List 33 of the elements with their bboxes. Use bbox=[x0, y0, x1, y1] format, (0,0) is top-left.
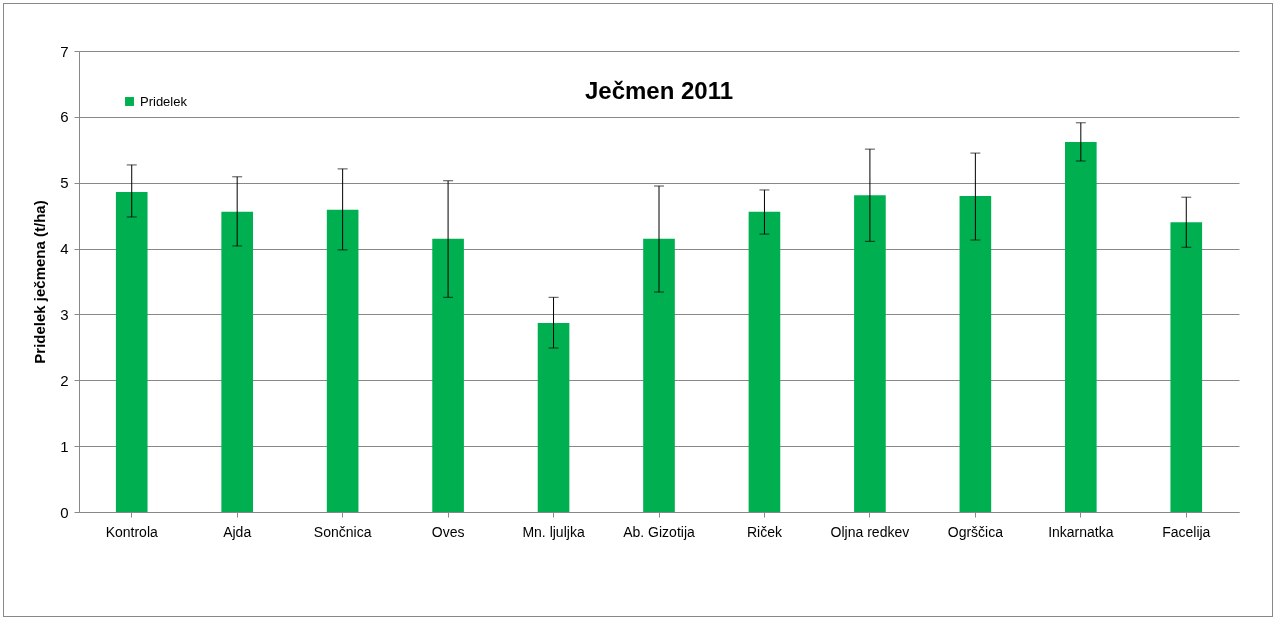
x-tick-label: Riček bbox=[746, 523, 783, 540]
x-tick-label: Ajda bbox=[223, 523, 252, 540]
bar bbox=[1065, 141, 1097, 512]
bar bbox=[643, 238, 675, 512]
text: Ječmen 2011 bbox=[584, 77, 734, 104]
y-tick-label: 4 bbox=[60, 240, 69, 258]
y-tick-label: 5 bbox=[60, 174, 69, 192]
y-tick-label: 1 bbox=[60, 437, 69, 455]
bar bbox=[748, 211, 781, 512]
x-tick-label: Kontrola bbox=[105, 523, 159, 540]
bar bbox=[432, 238, 464, 512]
x-tick-label: Ogrščica bbox=[947, 523, 1004, 540]
x-tick-label: Mn. ljuljka bbox=[522, 523, 585, 540]
legend-label: Pridelek bbox=[140, 93, 188, 109]
bar bbox=[326, 209, 359, 512]
x-tick-label: Facelija bbox=[1162, 523, 1211, 540]
x-tick-label: Ab. Gizotija bbox=[623, 523, 695, 540]
y-tick-label: 7 bbox=[60, 42, 69, 60]
y-tick-label: 6 bbox=[60, 108, 69, 126]
bar bbox=[537, 322, 570, 512]
bar bbox=[959, 195, 992, 512]
x-tick-label: Oves bbox=[431, 523, 465, 540]
y-tick-label: 0 bbox=[60, 503, 69, 521]
bar bbox=[854, 195, 886, 512]
y-tick-label: 2 bbox=[60, 371, 69, 389]
bar bbox=[1170, 222, 1203, 512]
x-tick-label: Inkarnatka bbox=[1048, 523, 1114, 540]
x-tick-label: Oljna redkev bbox=[830, 523, 910, 540]
bar bbox=[221, 211, 253, 512]
y-tick-label: 3 bbox=[60, 305, 69, 323]
y-axis-title: Pridelek ječmena (t/ha) bbox=[31, 200, 49, 364]
x-tick-label: Sončnica bbox=[313, 523, 372, 540]
bar bbox=[115, 191, 148, 512]
